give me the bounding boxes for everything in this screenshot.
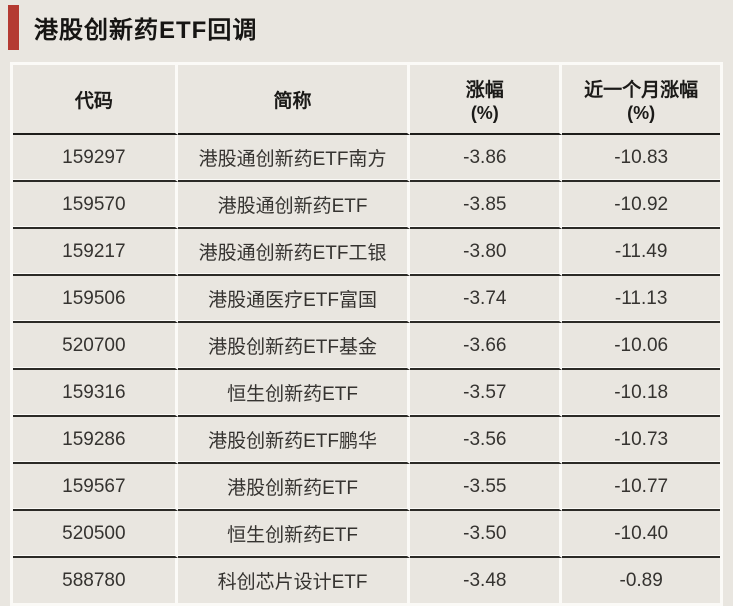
cell-month-change: -10.77	[562, 464, 720, 511]
cell-code: 159316	[13, 370, 178, 417]
cell-change: -3.66	[410, 323, 563, 370]
cell-change: -3.86	[410, 135, 563, 182]
header-month-change-unit: (%)	[627, 102, 656, 123]
page-title: 港股创新药ETF回调	[34, 17, 258, 44]
cell-name: 港股通医疗ETF富国	[177, 276, 411, 323]
cell-change: -3.74	[410, 276, 563, 323]
etf-table: 代码 简称 涨幅 (%) 近一个月涨幅 (%) 159297 港股通创新药ETF…	[10, 62, 723, 606]
cell-code: 159506	[13, 276, 178, 323]
table-row: 159297 港股通创新药ETF南方 -3.86 -10.83	[13, 135, 720, 182]
cell-name: 恒生创新药ETF	[177, 511, 411, 558]
table-row: 159316 恒生创新药ETF -3.57 -10.18	[13, 370, 720, 417]
cell-code: 159297	[13, 135, 178, 182]
cell-code: 520500	[13, 511, 178, 558]
cell-month-change: -10.18	[562, 370, 720, 417]
header-month-change: 近一个月涨幅 (%)	[562, 65, 720, 135]
cell-code: 159286	[13, 417, 178, 464]
header-name: 简称	[177, 65, 411, 135]
cell-name: 港股通创新药ETF南方	[177, 135, 411, 182]
cell-code: 520700	[13, 323, 178, 370]
table-header: 代码 简称 涨幅 (%) 近一个月涨幅 (%)	[13, 65, 720, 135]
header-month-change-label: 近一个月涨幅	[584, 79, 699, 101]
cell-code: 159567	[13, 464, 178, 511]
cell-code: 159570	[13, 182, 178, 229]
table-row: 159567 港股创新药ETF -3.55 -10.77	[13, 464, 720, 511]
cell-name: 科创芯片设计ETF	[177, 558, 411, 603]
header-row: 代码 简称 涨幅 (%) 近一个月涨幅 (%)	[13, 65, 720, 135]
table-row: 159286 港股创新药ETF鹏华 -3.56 -10.73	[13, 417, 720, 464]
cell-month-change: -10.06	[562, 323, 720, 370]
cell-name: 港股通创新药ETF	[177, 182, 411, 229]
cell-name: 港股通创新药ETF工银	[177, 229, 411, 276]
header-code-label: 代码	[74, 90, 113, 112]
cell-name: 港股创新药ETF鹏华	[177, 417, 411, 464]
header-change-label: 涨幅	[465, 79, 504, 101]
cell-change: -3.50	[410, 511, 563, 558]
table-row: 588780 科创芯片设计ETF -3.48 -0.89	[13, 558, 720, 603]
header-change: 涨幅 (%)	[410, 65, 563, 135]
header-change-unit: (%)	[470, 102, 499, 123]
cell-change: -3.80	[410, 229, 563, 276]
cell-month-change: -10.83	[562, 135, 720, 182]
cell-change: -3.57	[410, 370, 563, 417]
cell-change: -3.55	[410, 464, 563, 511]
table-row: 520700 港股创新药ETF基金 -3.66 -10.06	[13, 323, 720, 370]
cell-month-change: -0.89	[562, 558, 720, 603]
cell-name: 港股创新药ETF基金	[177, 323, 411, 370]
cell-name: 恒生创新药ETF	[177, 370, 411, 417]
cell-change: -3.85	[410, 182, 563, 229]
table-row: 159506 港股通医疗ETF富国 -3.74 -11.13	[13, 276, 720, 323]
cell-name: 港股创新药ETF	[177, 464, 411, 511]
table-body: 159297 港股通创新药ETF南方 -3.86 -10.83 159570 港…	[13, 135, 720, 603]
cell-month-change: -10.92	[562, 182, 720, 229]
cell-month-change: -11.49	[562, 229, 720, 276]
cell-code: 159217	[13, 229, 178, 276]
table-row: 159570 港股通创新药ETF -3.85 -10.92	[13, 182, 720, 229]
cell-month-change: -10.40	[562, 511, 720, 558]
cell-change: -3.48	[410, 558, 563, 603]
cell-change: -3.56	[410, 417, 563, 464]
cell-month-change: -11.13	[562, 276, 720, 323]
header-name-label: 简称	[273, 90, 312, 112]
cell-month-change: -10.73	[562, 417, 720, 464]
table-row: 159217 港股通创新药ETF工银 -3.80 -11.49	[13, 229, 720, 276]
table-row: 520500 恒生创新药ETF -3.50 -10.40	[13, 511, 720, 558]
title-block: 港股创新药ETF回调	[8, 5, 257, 50]
title-accent-bar	[8, 5, 19, 50]
header-code: 代码	[13, 65, 178, 135]
cell-code: 588780	[13, 558, 178, 603]
